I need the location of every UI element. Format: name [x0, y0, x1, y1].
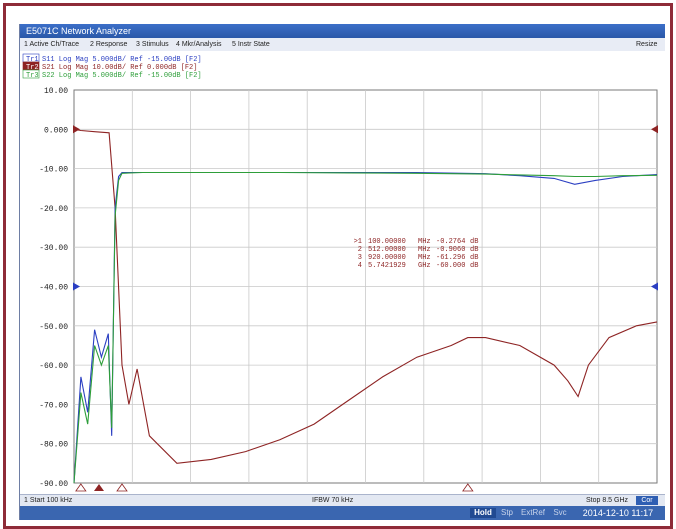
trace-id: Tr1	[26, 56, 39, 64]
marker-triangle	[462, 483, 474, 492]
y-tick-label: 10.00	[44, 87, 68, 96]
ref-level-marker-left	[73, 125, 80, 134]
trace-s22	[73, 171, 658, 484]
marker-value: MHz	[418, 254, 431, 262]
marker-value: -0.9060	[436, 246, 465, 254]
marker-value: 4	[358, 262, 362, 270]
y-tick-label: -70.00	[39, 401, 68, 410]
network-analyzer-window: E5071C Network Analyzer 1 Active Ch/Trac…	[19, 24, 665, 520]
marker-value: MHz	[418, 238, 431, 246]
stop-frequency[interactable]: Stop 8.5 GHz	[586, 497, 629, 504]
active-marker-triangle	[94, 484, 104, 491]
marker-value: 2	[358, 246, 362, 254]
ifbw-readout[interactable]: IFBW 70 kHz	[312, 497, 354, 504]
trace-selector-tr3	[22, 69, 40, 79]
hold-indicator: Hold	[470, 508, 496, 518]
trace-legend-text: S11 Log Mag 5.000dB/ Ref -15.00dB [F2]	[42, 56, 202, 64]
stp-indicator: Stp	[500, 508, 513, 517]
trace-id: Tr2	[26, 64, 39, 72]
menu-stimulus[interactable]: 3 Stimulus	[136, 41, 169, 48]
chart-decorations	[73, 125, 658, 492]
y-tick-label: -40.00	[39, 284, 68, 293]
menu-mkr-analysis[interactable]: 4 Mkr/Analysis	[176, 41, 222, 48]
marker-value: -60.000	[436, 262, 465, 270]
marker-value: >1	[354, 238, 362, 246]
y-tick-label: -80.00	[39, 441, 68, 450]
start-frequency[interactable]: 1 Start 100 kHz	[24, 497, 73, 504]
grid	[73, 89, 658, 484]
marker-triangle	[75, 483, 87, 492]
marker-value: 5.7421929	[368, 262, 406, 270]
marker-table: >1 100.00000 MHz -0.2764 dB 2 512.00000 MHz -0.9…	[354, 238, 479, 270]
marker-value: 3	[358, 254, 362, 262]
y-tick-labels: 10.00 0.000 -10.00 -20.00 -30.00 -40.00 -50.00…	[39, 87, 68, 489]
window-title: E5071C Network Analyzer	[20, 24, 665, 38]
marker-value: GHz	[418, 262, 431, 270]
y-tick-label: 0.000	[44, 126, 68, 135]
marker-value: -61.296	[436, 254, 465, 262]
instrument-status-bar: Hold Stp ExtRef Svc 2014-12-10 11:17	[20, 506, 665, 520]
menu-response[interactable]: 2 Response	[90, 41, 128, 48]
marker-value: -0.2764	[436, 238, 465, 246]
svc-indicator: Svc	[553, 508, 567, 517]
correction-indicator: Cor	[636, 496, 658, 505]
trace-legend-text: S22 Log Mag 5.000dB/ Ref -15.00dB [F2]	[42, 72, 202, 80]
menu-active-ch-trace[interactable]: 1 Active Ch/Trace	[24, 41, 79, 48]
status-bar: 1 Start 100 kHz IFBW 70 kHz Stop 8.5 GHz…	[20, 494, 665, 507]
y-tick-label: -60.00	[39, 362, 68, 371]
marker-value: MHz	[418, 246, 431, 254]
marker-value: dB	[470, 238, 478, 246]
marker-value: dB	[470, 262, 478, 270]
trace-lines	[73, 128, 658, 484]
y-tick-label: -50.00	[39, 323, 68, 332]
ref-level-marker-right	[651, 282, 658, 291]
date-time: 2014-12-10 11:17	[582, 508, 654, 518]
trace-legend-text: S21 Log Mag 10.00dB/ Ref 0.000dB [F2]	[42, 64, 197, 72]
y-tick-label: -30.00	[39, 244, 68, 253]
extref-indicator: ExtRef	[520, 508, 545, 517]
ref-level-marker-right	[651, 125, 658, 134]
trace-id: Tr3	[26, 72, 39, 80]
menu-resize[interactable]: Resize	[636, 41, 658, 48]
marker-value: 100.00000	[368, 238, 406, 246]
marker-value: dB	[470, 254, 478, 262]
marker-triangle	[116, 483, 128, 492]
marker-value: dB	[470, 246, 478, 254]
ref-level-marker-left	[73, 282, 80, 291]
y-tick-label: -90.00	[39, 480, 68, 489]
marker-value: 920.00000	[368, 254, 406, 262]
y-tick-label: -10.00	[39, 166, 68, 175]
menu-bar: 1 Active Ch/Trace 2 Response 3 Stimulus …	[20, 38, 665, 52]
y-tick-label: -20.00	[39, 205, 68, 214]
menu-instr-state[interactable]: 5 Instr State	[232, 41, 270, 48]
trace-s21	[73, 128, 658, 464]
trace-chart: 10.00 0.000 -10.00 -20.00 -30.00 -40.00 -50.00…	[22, 53, 658, 492]
trace-plot-area: 10.00 0.000 -10.00 -20.00 -30.00 -40.00 -50.00…	[20, 51, 665, 494]
trace-legend: Tr1 S11 Log Mag 5.000dB/ Ref -15.00dB [F2…	[22, 53, 202, 80]
marker-value: 512.00000	[368, 246, 406, 254]
